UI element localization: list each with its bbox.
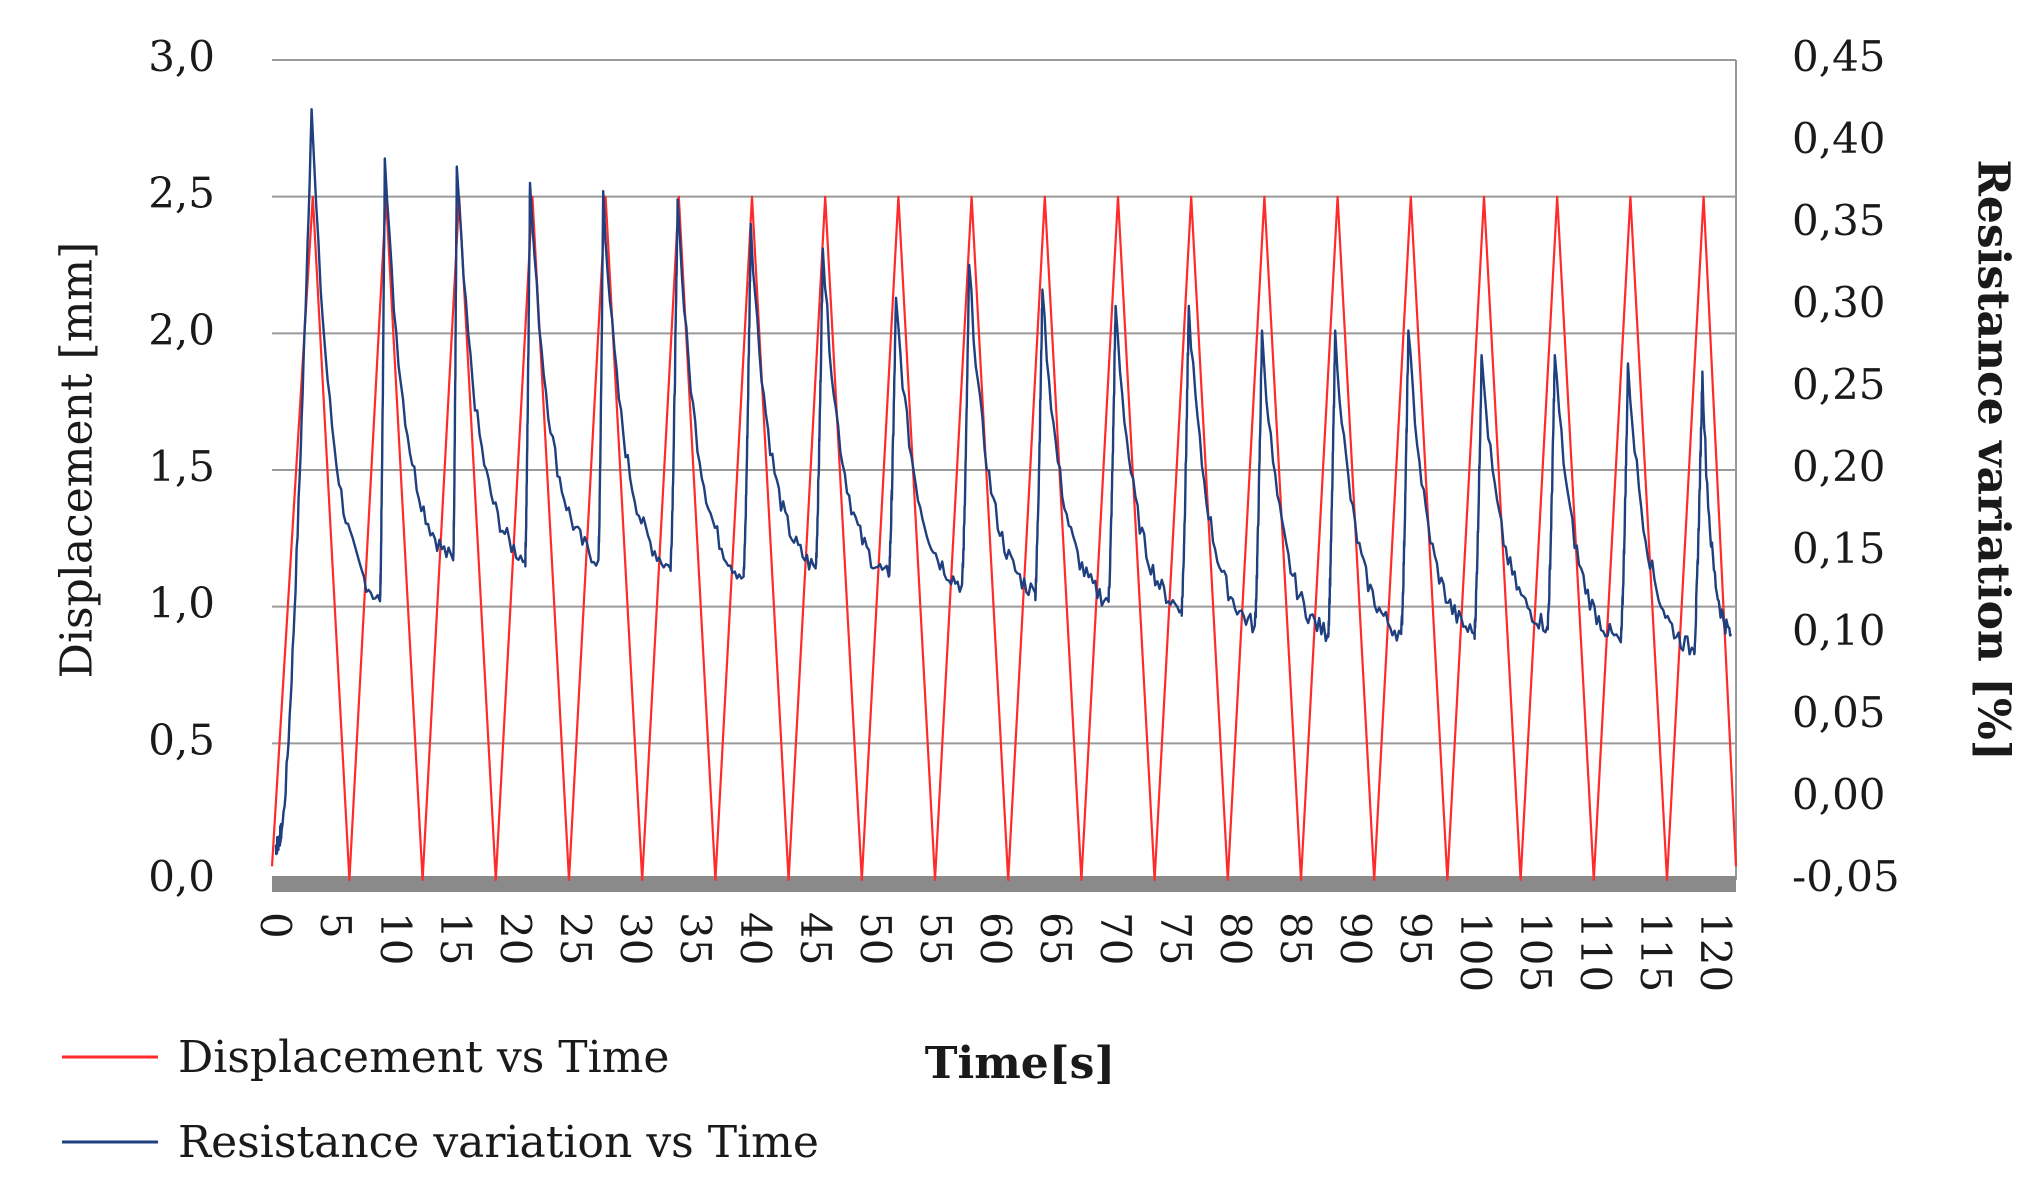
x-tick-label: 25: [551, 912, 600, 965]
y2-axis-ticks: -0,05 0,00 0,05 0,10 0,15 0,20 0,25 0,30 0,35 0,4…: [1792, 32, 1900, 901]
x-tick-label: 85: [1271, 912, 1320, 965]
y-tick-label: 0,0: [148, 852, 215, 901]
y2-tick-label: 0,05: [1792, 688, 1886, 737]
y-tick-label: 1,0: [148, 579, 215, 628]
x-tick-label: 75: [1151, 912, 1200, 965]
x-tick-label: 120: [1691, 912, 1740, 992]
x-tick-label: 0: [251, 912, 300, 939]
y2-tick-label: 0,30: [1792, 278, 1886, 327]
y2-axis-title: Resistance variation [%]: [1968, 159, 2019, 760]
y-tick-label: 0,5: [148, 715, 215, 764]
x-tick-label: 55: [911, 912, 960, 965]
x-tick-label: 40: [731, 912, 780, 965]
y-tick-label: 1,5: [148, 442, 215, 491]
x-tick-label: 105: [1511, 912, 1560, 992]
y2-tick-label: 0,15: [1792, 524, 1886, 573]
x-tick-label: 5: [311, 912, 360, 939]
y2-tick-label: 0,20: [1792, 442, 1886, 491]
y-tick-label: 2,5: [148, 169, 215, 218]
x-tick-label: 15: [431, 912, 480, 965]
legend-label-displacement: Displacement vs Time: [178, 1032, 669, 1083]
legend-label-resistance: Resistance variation vs Time: [178, 1117, 819, 1168]
x-tick-label: 90: [1331, 912, 1380, 965]
y2-tick-label: 0,40: [1792, 114, 1886, 163]
line-resistance: [274, 108, 1733, 856]
gridlines: [272, 59, 1737, 881]
x-tick-label: 10: [371, 912, 420, 965]
x-axis-title: Time[s]: [925, 1038, 1115, 1089]
x-tick-label: 95: [1391, 912, 1440, 965]
series-displacement: [270, 195, 1738, 882]
x-axis-bar: [272, 876, 1736, 892]
x-tick-label: 80: [1211, 912, 1260, 965]
y2-tick-label: 0,00: [1792, 770, 1886, 819]
y-tick-label: 3,0: [148, 32, 215, 81]
y2-tick-label: 0,10: [1792, 606, 1886, 655]
x-tick-label: 45: [791, 912, 840, 965]
series-resistance: [274, 108, 1733, 856]
x-tick-label: 110: [1571, 912, 1620, 992]
x-axis-ticks: 0 5 10 15 20 25 30 35 40 45 50 55 60 65 70 75 80 85 90 95 10…: [251, 912, 1740, 992]
x-tick-label: 20: [491, 912, 540, 965]
x-tick-label: 70: [1091, 912, 1140, 965]
x-tick-label: 115: [1631, 912, 1680, 992]
y2-tick-label: 0,35: [1792, 196, 1886, 245]
y2-tick-label: 0,45: [1792, 32, 1886, 81]
y2-tick-label: 0,25: [1792, 360, 1886, 409]
y2-tick-label: -0,05: [1792, 852, 1900, 901]
y-axis-ticks: 0,0 0,5 1,0 1,5 2,0 2,5 3,0: [148, 32, 215, 901]
x-tick-label: 30: [611, 912, 660, 965]
x-tick-label: 65: [1031, 912, 1080, 965]
x-tick-label: 35: [671, 912, 720, 965]
x-tick-label: 100: [1451, 912, 1500, 992]
legend: Displacement vs Time Resistance variatio…: [62, 1032, 819, 1168]
x-tick-label: 60: [971, 912, 1020, 965]
line-displacement: [270, 195, 1738, 882]
x-axis-baseline: [272, 876, 1736, 892]
y-tick-label: 2,0: [148, 305, 215, 354]
y-axis-title: Displacement [mm]: [52, 242, 103, 679]
x-tick-label: 50: [851, 912, 900, 965]
